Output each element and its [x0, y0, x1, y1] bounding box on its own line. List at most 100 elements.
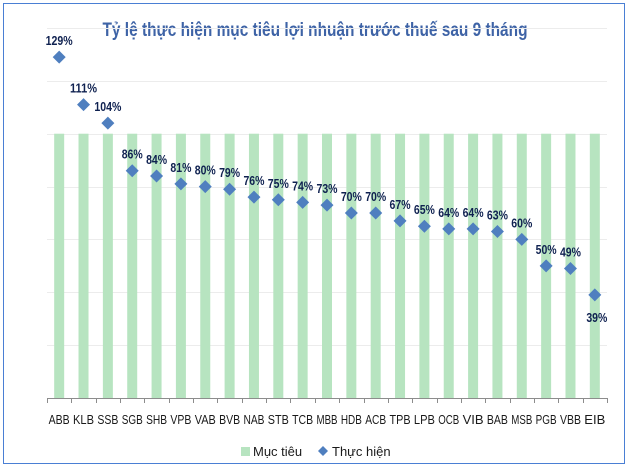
marker-klb [77, 98, 91, 112]
bar-hdb [346, 133, 357, 398]
bar-nab [248, 133, 259, 398]
x-tick-label-eib: EIB [584, 413, 605, 427]
x-tick-label-pgb: PGB [536, 413, 557, 427]
data-label-tpb: 67% [390, 197, 411, 212]
marker-bvb [223, 182, 237, 196]
x-tick-label-tcb: TCB [292, 413, 313, 427]
data-label-stb: 75% [268, 176, 289, 191]
x-tick-labels: ABB KLB SSB SGB SHB VPB VAB BVB NAB STB TCB MBB HDB A… [49, 413, 606, 427]
x-tick-label-vbb: VBB [560, 413, 581, 427]
bar-sgb [127, 133, 138, 398]
bar-bvb [224, 133, 235, 398]
marker-vab [198, 180, 212, 194]
x-tick-label-shb: SHB [146, 413, 167, 427]
chart-title: Tỷ lệ thực hiện mục tiêu lợi nhuận trước… [103, 20, 528, 41]
x-tick-label-ocb: OCB [438, 413, 459, 427]
data-labels: 129%111%104%86% 84%81% 80% 79%76% 75% 74% 73%7… [46, 33, 608, 325]
x-tick-label-msb: MSB [511, 413, 532, 427]
data-label-klb: 111% [70, 81, 97, 96]
bar-acb [370, 133, 381, 398]
marker-eib [588, 288, 602, 302]
x-tick-label-vab: VAB [195, 413, 216, 427]
x-tick-label-lpb: LPB [414, 413, 435, 427]
marker-tcb [296, 195, 310, 209]
x-tick-label-sgb: SGB [122, 413, 143, 427]
legend-swatch-thuc-hien [318, 446, 328, 456]
data-label-vab: 80% [195, 163, 216, 178]
bar-bab [492, 133, 503, 398]
marker-bab [490, 225, 504, 238]
marker-ssb [101, 116, 115, 130]
x-tick-label-stb: STB [268, 413, 289, 427]
bar-stb [273, 133, 284, 398]
data-label-acb: 70% [365, 189, 386, 204]
marker-vbb [563, 262, 577, 275]
marker-msb [515, 232, 529, 246]
data-label-ssb: 104% [94, 99, 121, 114]
marker-nab [247, 190, 261, 204]
data-label-ocb: 64% [438, 205, 459, 220]
data-label-abb: 129% [46, 33, 73, 48]
data-label-pgb: 50% [536, 242, 557, 257]
markers [52, 50, 602, 302]
bar-abb [54, 133, 65, 398]
data-label-eib: 39% [586, 310, 607, 325]
data-label-lpb: 65% [414, 202, 435, 217]
x-tick-label-nab: NAB [243, 413, 264, 427]
marker-stb [271, 193, 285, 207]
bar-ocb [443, 133, 454, 398]
bar-klb [78, 133, 89, 398]
bar-shb [151, 133, 162, 398]
data-label-mbb: 73% [317, 181, 338, 196]
legend: Mục tiêu Thực hiện [241, 444, 391, 459]
marker-lpb [417, 219, 431, 233]
marker-acb [369, 206, 383, 220]
x-tick-label-acb: ACB [365, 413, 386, 427]
legend-swatch-muc-tieu [241, 447, 250, 456]
x-tick-label-ssb: SSB [97, 413, 118, 427]
bar-ssb [102, 133, 113, 398]
marker-abb [52, 50, 66, 64]
marker-pgb [539, 259, 553, 273]
legend-label-muc-tieu: Mục tiêu [253, 444, 302, 459]
marker-sgb [125, 164, 139, 178]
bar-lpb [419, 133, 430, 398]
bar-mbb [322, 133, 332, 398]
bar-vpb [175, 133, 186, 398]
marker-tpb [393, 214, 407, 228]
marker-mbb [320, 198, 334, 212]
data-label-tcb: 74% [292, 178, 313, 193]
x-tick-label-mbb: MBB [317, 413, 338, 427]
data-label-bvb: 79% [219, 165, 240, 180]
marker-hdb [344, 206, 358, 220]
data-label-bab: 63% [487, 208, 508, 223]
bar-vab [200, 133, 211, 398]
bar-msb [516, 133, 527, 398]
bar-eib [589, 133, 600, 398]
data-label-hdb: 70% [341, 189, 362, 204]
marker-vib [466, 222, 480, 236]
data-label-nab: 76% [243, 173, 264, 188]
marker-vpb [174, 177, 188, 191]
x-tick-label-bab: BAB [487, 413, 508, 427]
bar-vib [468, 133, 479, 398]
bar-tcb [297, 133, 308, 398]
data-label-sgb: 86% [122, 147, 143, 162]
x-tick-label-tpb: TPB [390, 413, 411, 427]
marker-ocb [442, 222, 456, 236]
data-label-vpb: 81% [170, 160, 191, 175]
data-label-vib: 64% [463, 205, 484, 220]
legend-label-thuc-hien: Thực hiện [332, 444, 391, 459]
x-tick-label-bvb: BVB [219, 413, 240, 427]
x-tick-label-vib: VIB [463, 413, 484, 427]
marker-shb [150, 169, 164, 183]
data-label-shb: 84% [146, 152, 167, 167]
x-tick-label-klb: KLB [73, 413, 94, 427]
data-label-msb: 60% [511, 215, 532, 230]
bar-tpb [395, 133, 406, 398]
x-tick-label-vpb: VPB [170, 413, 191, 427]
x-tick-label-abb: ABB [49, 413, 70, 427]
data-label-vbb: 49% [560, 245, 581, 260]
x-tick-label-hdb: HDB [341, 413, 362, 427]
